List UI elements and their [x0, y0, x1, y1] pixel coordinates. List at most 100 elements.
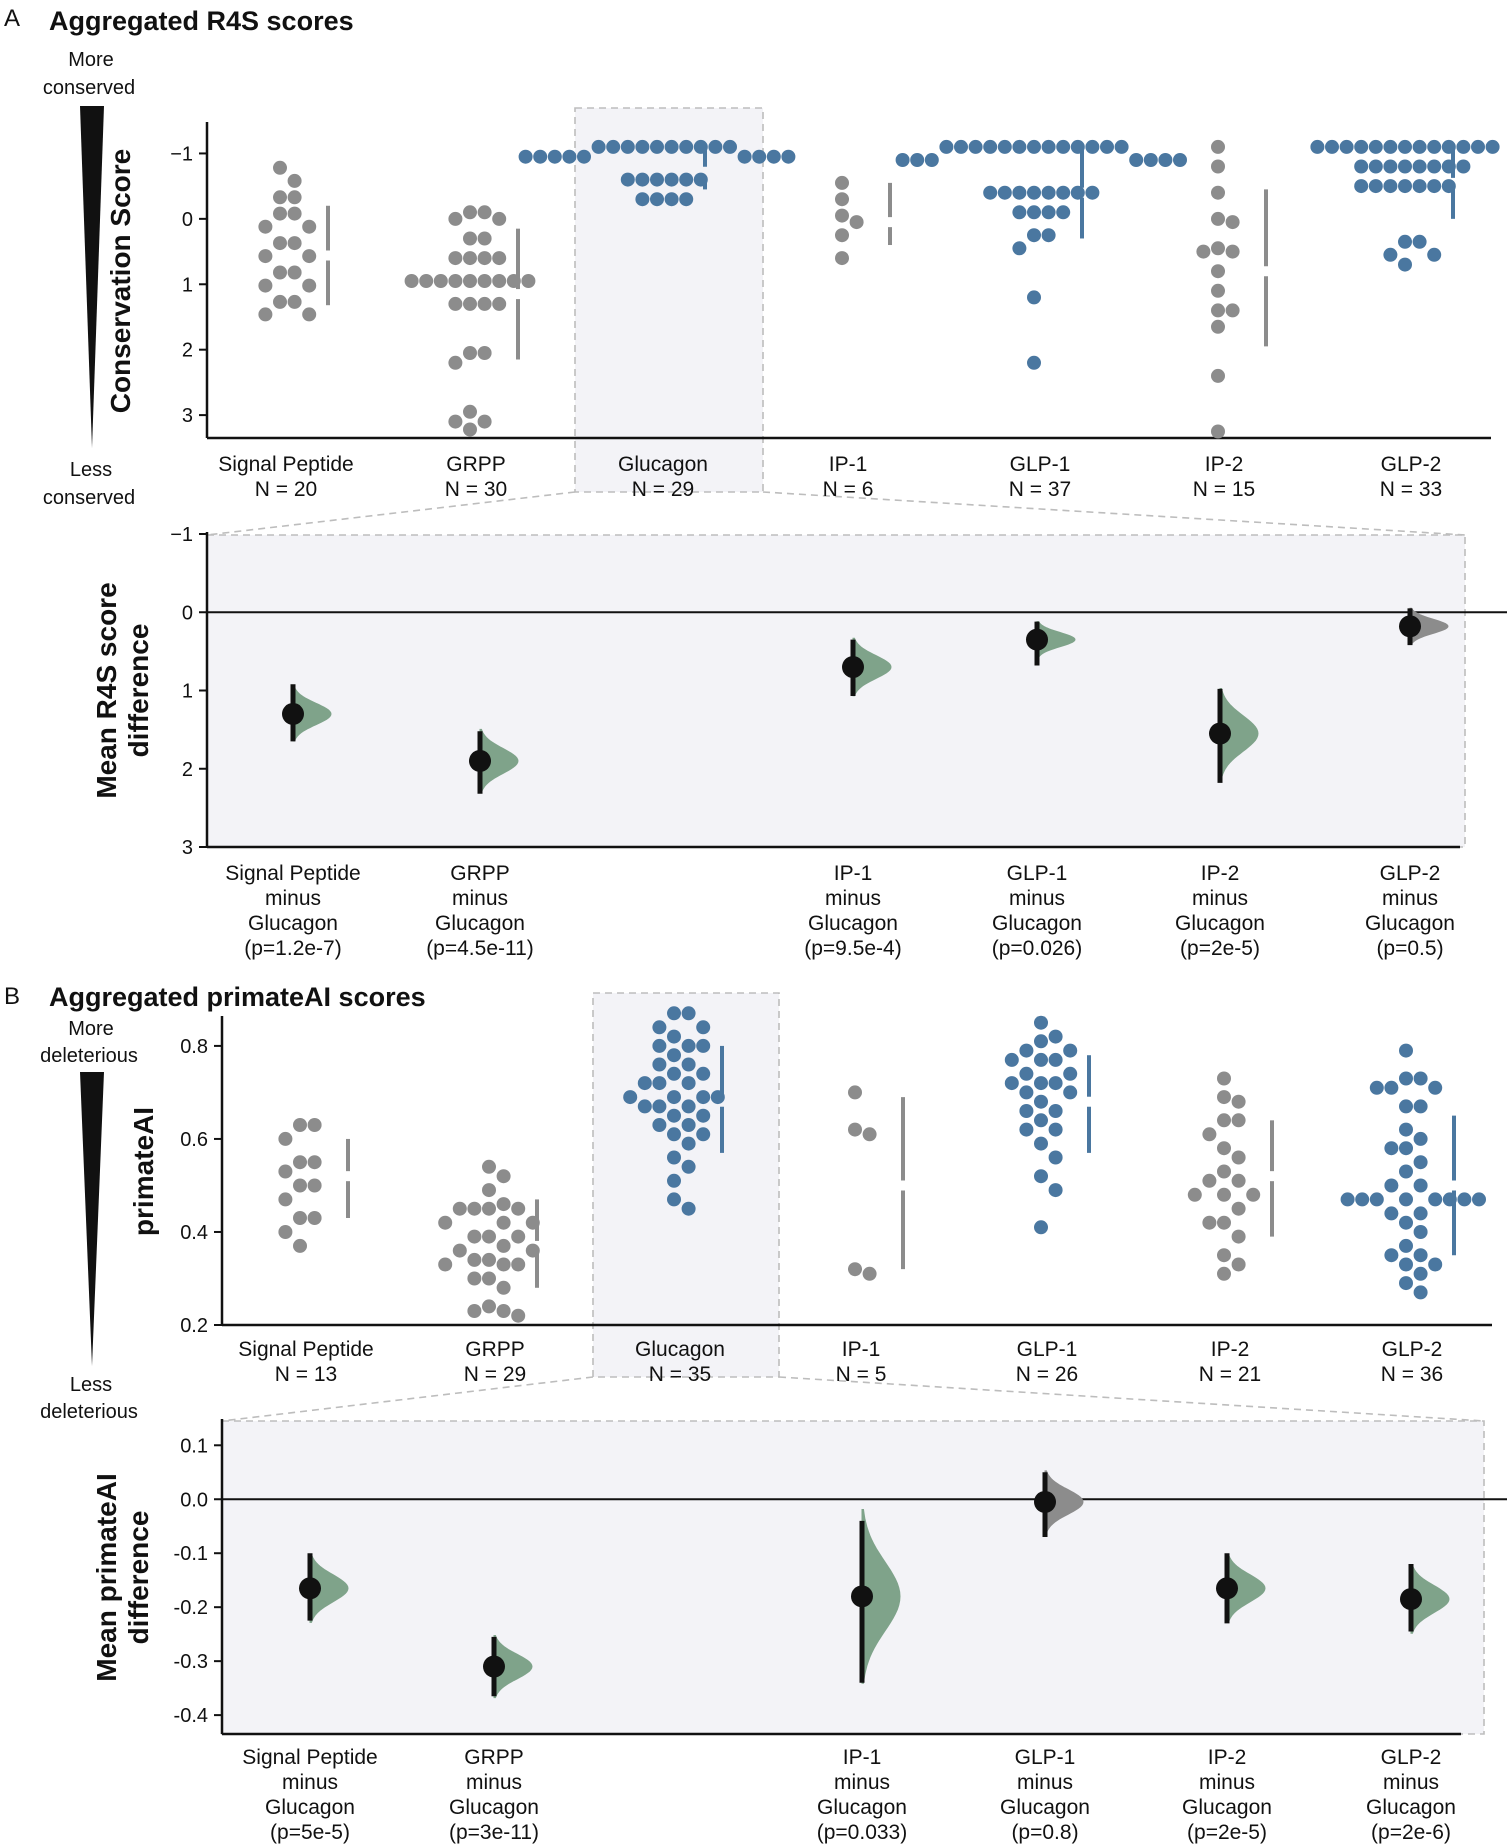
data-point [620, 139, 635, 154]
data-point [835, 208, 849, 223]
group-ip-1-b_top [848, 1085, 905, 1281]
data-point [1041, 205, 1056, 220]
data-point [482, 1252, 496, 1267]
zoom-line-right [778, 1376, 1485, 1422]
data-point [293, 1155, 307, 1170]
data-point [1217, 1248, 1231, 1263]
data-point [1369, 1192, 1384, 1207]
data-point [652, 1099, 667, 1114]
category-n-label: N = 36 [1381, 1363, 1443, 1386]
data-point [302, 249, 317, 264]
panel-b-less-label-2: deleterious [40, 1401, 138, 1423]
data-point [1217, 1187, 1231, 1202]
category-label: GRPP [465, 1338, 525, 1361]
panel-b-more-label: More [68, 1018, 114, 1040]
data-point [419, 274, 434, 288]
data-point [667, 1108, 681, 1123]
y-axis-title-line: Mean primateAI [91, 1473, 122, 1682]
category-label: Signal Peptide [218, 453, 353, 476]
data-point [1368, 179, 1383, 194]
data-point [1413, 1155, 1428, 1170]
data-point [1211, 368, 1225, 383]
data-point [737, 149, 752, 164]
category-label: GRPP [446, 453, 506, 476]
glucagon-highlight-box [592, 992, 780, 1378]
category-label: GLP-1 [1010, 453, 1071, 476]
data-point [681, 1201, 696, 1216]
data-point [482, 1299, 496, 1314]
data-point [1041, 228, 1056, 243]
data-point [1413, 1248, 1428, 1263]
data-point [1196, 244, 1211, 259]
data-point [635, 139, 650, 154]
comparison-label: (p=2e-6) [1371, 1821, 1451, 1844]
diff-glp-2-a_bottom [1399, 607, 1449, 646]
category-n-label: N = 21 [1199, 1363, 1261, 1386]
data-point [1413, 1225, 1428, 1239]
data-point [1027, 205, 1041, 220]
data-point [1034, 1169, 1048, 1184]
comparison-label: (p=0.033) [817, 1821, 907, 1844]
bootstrap-distribution [1044, 1470, 1084, 1534]
data-point [1012, 185, 1027, 200]
y-axis-title: Mean R4S scoredifference [91, 582, 154, 798]
data-point [664, 139, 679, 154]
comparison-label: GLP-2 [1381, 1746, 1442, 1769]
group-glp-1-a_top [895, 139, 1187, 370]
comparison-label: IP-1 [834, 862, 873, 885]
data-point [679, 139, 694, 154]
data-point [696, 1020, 711, 1035]
data-point [681, 1038, 696, 1053]
data-point [1412, 159, 1427, 174]
data-point [438, 1257, 453, 1272]
data-point [766, 149, 781, 164]
data-point [1383, 159, 1398, 174]
data-point [293, 1178, 307, 1193]
data-point [997, 185, 1012, 200]
data-point [1231, 1150, 1246, 1165]
category-n-label: N = 15 [1193, 478, 1255, 501]
data-point [293, 1118, 307, 1132]
data-point [482, 1201, 496, 1216]
comparison-label: GRPP [450, 862, 510, 885]
data-point [482, 1159, 496, 1174]
data-point [492, 211, 507, 226]
diff-ip-2-a_bottom [1209, 688, 1259, 783]
comparison-label: Glucagon [265, 1796, 355, 1819]
data-point [1427, 247, 1442, 262]
data-point [1034, 1052, 1048, 1067]
data-point [696, 1066, 711, 1081]
data-point [477, 231, 492, 246]
data-point [1114, 139, 1129, 154]
data-point [1412, 139, 1427, 154]
category-label: GLP-2 [1382, 1338, 1443, 1361]
data-point [278, 1131, 293, 1146]
data-point [463, 296, 477, 311]
panel-a-gradient-wedge [80, 106, 104, 448]
data-point [1225, 215, 1240, 230]
comparison-label: minus [265, 887, 321, 910]
category-n-label: N = 37 [1009, 478, 1071, 501]
diff-signal-peptide-b_bottom [299, 1553, 349, 1623]
data-point [463, 422, 477, 437]
data-point [1413, 1266, 1428, 1281]
diff-glp-1-a_bottom [1026, 621, 1076, 666]
category-n-label: N = 35 [649, 1363, 711, 1386]
data-point [997, 139, 1012, 154]
y-axis-title: primateAI [128, 1107, 159, 1236]
data-point [448, 296, 463, 311]
data-point [1034, 1015, 1048, 1030]
data-point [1027, 228, 1041, 243]
data-point [1399, 1141, 1413, 1156]
data-point [1211, 159, 1225, 174]
data-point [1231, 1094, 1246, 1109]
data-point [467, 1271, 482, 1286]
data-point [477, 251, 492, 266]
comparison-label: minus [1017, 1771, 1073, 1794]
data-point [652, 1057, 667, 1072]
data-point [1384, 1206, 1399, 1221]
data-point [1211, 303, 1225, 318]
category-label: GLP-1 [1017, 1338, 1078, 1361]
panel-b-gradient-wedge [80, 1072, 104, 1366]
bootstrap-distribution [1409, 607, 1449, 645]
